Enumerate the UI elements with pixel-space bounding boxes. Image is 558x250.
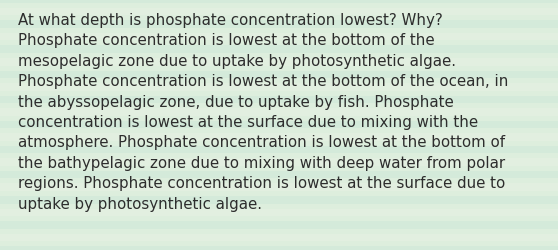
Bar — [0, 134, 558, 141]
Bar — [0, 96, 558, 104]
Bar — [0, 46, 558, 54]
Bar — [0, 34, 558, 41]
Bar — [0, 209, 558, 216]
Bar — [0, 146, 558, 154]
Bar — [0, 221, 558, 229]
Bar — [0, 234, 558, 241]
Bar — [0, 184, 558, 191]
Bar — [0, 159, 558, 166]
Text: At what depth is phosphate concentration lowest? Why?
Phosphate concentration is: At what depth is phosphate concentration… — [18, 13, 508, 211]
Bar — [0, 196, 558, 204]
Bar — [0, 246, 558, 250]
Bar — [0, 71, 558, 79]
Bar — [0, 9, 558, 16]
Bar — [0, 109, 558, 116]
Bar — [0, 171, 558, 179]
Bar — [0, 21, 558, 29]
Bar — [0, 84, 558, 91]
Bar — [0, 0, 558, 4]
Bar — [0, 59, 558, 66]
Bar — [0, 121, 558, 129]
